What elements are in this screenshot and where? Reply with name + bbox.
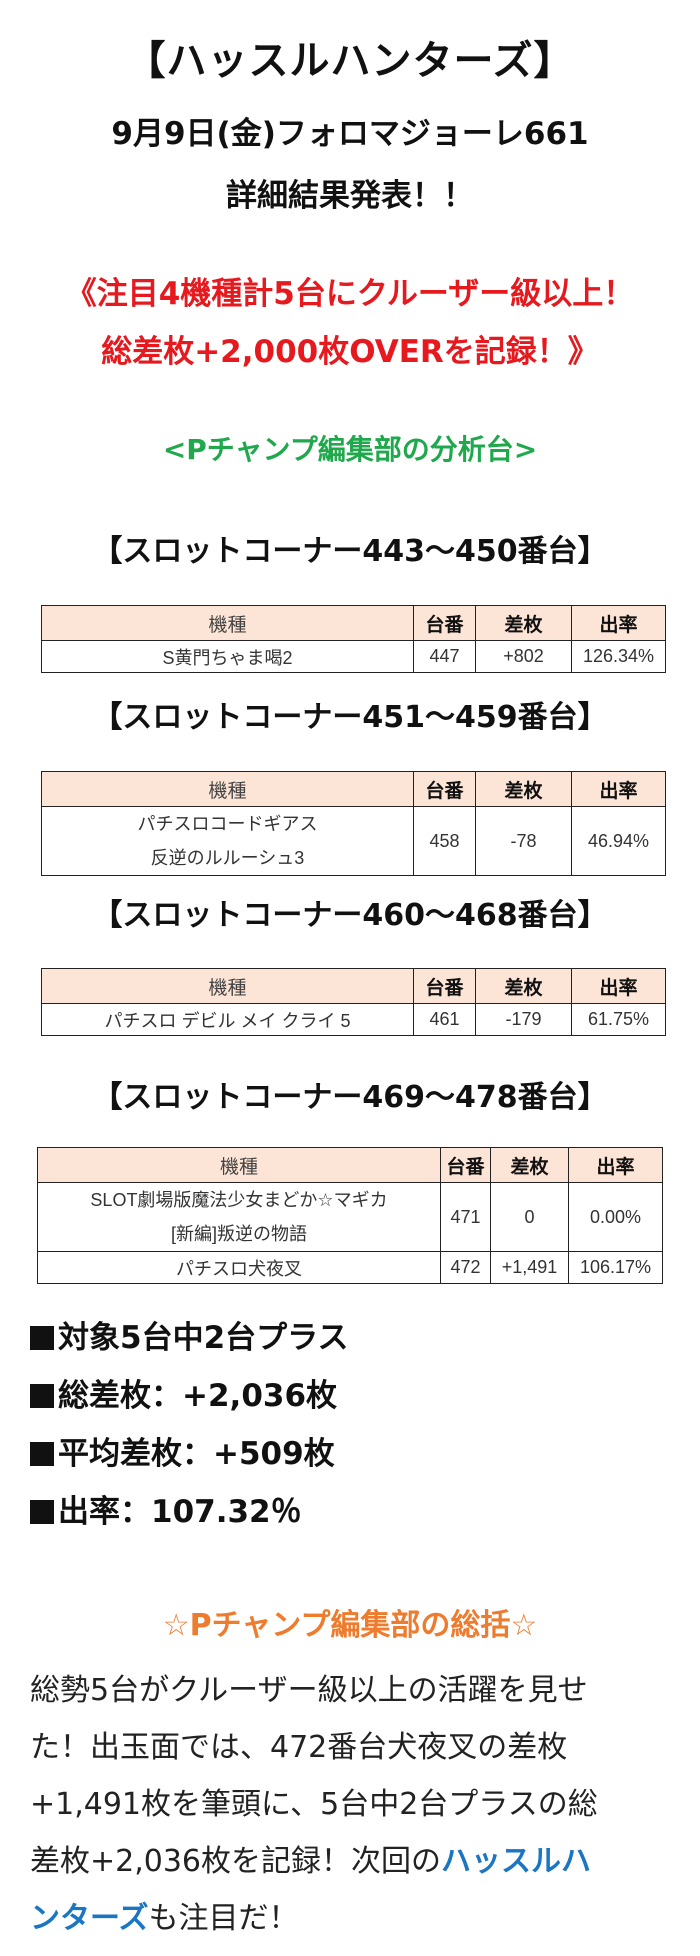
stat-text: 出率：107.32％ <box>58 1494 302 1530</box>
results-announcement: 詳細結果発表！！ <box>226 178 474 214</box>
rate-cell: 126.34% <box>571 640 666 673</box>
model-cell: パチスロ犬夜叉 <box>37 1251 441 1284</box>
stat-text: 平均差枚：+509枚 <box>58 1436 335 1472</box>
summary-line-1: 総勢5台がクルーザー級以上の活躍を見せ <box>30 1673 588 1708</box>
rate-cell: 61.75% <box>571 1003 666 1036</box>
model-name-line-1: パチスロコードギアス <box>137 814 318 834</box>
diff-cell: 0 <box>490 1182 569 1252</box>
summary-body: 総勢5台がクルーザー級以上の活躍を見せ た！出玉面では、472番台犬夜叉の差枚 … <box>30 1662 680 1947</box>
column-header-rate: 出率 <box>571 968 666 1004</box>
model-cell: パチスロコードギアス 反逆のルルーシュ3 <box>41 806 414 876</box>
summary-closing: も注目だ！ <box>148 1901 299 1936</box>
stat-average-diff: 平均差枚：+509枚 <box>30 1428 335 1473</box>
table-header-row: 機種 台番 差枚 出率 <box>41 771 666 807</box>
column-header-unit: 台番 <box>413 605 476 641</box>
summary-heading: ☆Pチャンプ編集部の総括☆ <box>162 1608 538 1643</box>
results-table-451-459: 機種 台番 差枚 出率 パチスロコードギアス 反逆のルルーシュ3 458 -78… <box>41 771 666 876</box>
table-header-row: 機種 台番 差枚 出率 <box>41 605 666 641</box>
column-header-model: 機種 <box>41 968 414 1004</box>
summary-line-3: +1,491枚を筆頭に、5台中2台プラスの総 <box>30 1787 598 1822</box>
highlight-line-1: 《注目4機種計5台にクルーザー級以上！ <box>65 276 635 312</box>
column-header-unit: 台番 <box>413 968 476 1004</box>
table-header-row: 機種 台番 差枚 出率 <box>41 968 666 1004</box>
column-header-unit: 台番 <box>413 771 476 807</box>
results-table-443-450: 機種 台番 差枚 出率 S黄門ちゃま喝2 447 +802 126.34% <box>41 605 666 673</box>
stat-total-diff: 総差枚：+2,036枚 <box>30 1370 337 1415</box>
unit-cell: 471 <box>440 1182 491 1252</box>
model-name-line-2: 反逆のルルーシュ3 <box>150 848 305 868</box>
column-header-model: 機種 <box>41 605 414 641</box>
column-header-diff: 差枚 <box>475 605 572 641</box>
stat-text: 対象5台中2台プラス <box>58 1320 349 1356</box>
table-row: パチスロ デビル メイ クライ 5 461 -179 61.75% <box>41 1003 666 1036</box>
rate-cell: 0.00% <box>568 1182 663 1252</box>
model-cell: SLOT劇場版魔法少女まどか☆マギカ [新編]叛逆の物語 <box>37 1182 441 1252</box>
summary-line-4-text: 差枚+2,036枚を記録！次回の <box>30 1844 442 1879</box>
results-table-469-478: 機種 台番 差枚 出率 SLOT劇場版魔法少女まどか☆マギカ [新編]叛逆の物語… <box>37 1147 663 1284</box>
column-header-rate: 出率 <box>571 771 666 807</box>
brand-name-part-2: ンターズ <box>30 1901 149 1936</box>
model-cell: S黄門ちゃま喝2 <box>41 640 414 673</box>
model-cell: パチスロ デビル メイ クライ 5 <box>41 1003 414 1036</box>
unit-cell: 447 <box>413 640 476 673</box>
highlight-line-2: 総差枚+2,000枚OVERを記録！》 <box>101 334 599 370</box>
model-name-line-1: SLOT劇場版魔法少女まどか☆マギカ <box>90 1190 388 1210</box>
diff-cell: -78 <box>475 806 572 876</box>
column-header-diff: 差枚 <box>475 771 572 807</box>
square-bullet-icon <box>30 1442 54 1466</box>
summary-line-2: た！出玉面では、472番台犬夜叉の差枚 <box>30 1730 568 1765</box>
column-header-model: 機種 <box>37 1147 441 1183</box>
diff-cell: -179 <box>475 1003 572 1036</box>
section-heading-443-450: 【スロットコーナー443～450番台】 <box>92 534 608 569</box>
unit-cell: 472 <box>440 1251 491 1284</box>
square-bullet-icon <box>30 1326 54 1350</box>
model-name-line-2: [新編]叛逆の物語 <box>170 1224 307 1244</box>
results-table-460-468: 機種 台番 差枚 出率 パチスロ デビル メイ クライ 5 461 -179 6… <box>41 968 666 1036</box>
diff-cell: +1,491 <box>490 1251 569 1284</box>
column-header-unit: 台番 <box>440 1147 491 1183</box>
stat-payout-rate: 出率：107.32％ <box>30 1486 302 1531</box>
stat-plus-count: 対象5台中2台プラス <box>30 1312 349 1357</box>
table-row: パチスロ犬夜叉 472 +1,491 106.17% <box>37 1251 663 1284</box>
section-heading-460-468: 【スロットコーナー460～468番台】 <box>92 898 608 933</box>
event-date-venue: 9月9日(金)フォロマジョーレ661 <box>111 116 589 152</box>
column-header-diff: 差枚 <box>490 1147 569 1183</box>
unit-cell: 461 <box>413 1003 476 1036</box>
rate-cell: 106.17% <box>568 1251 663 1284</box>
summary-line-4: 差枚+2,036枚を記録！次回のハッスルハ <box>30 1833 680 1890</box>
table-header-row: 機種 台番 差枚 出率 <box>37 1147 663 1183</box>
section-heading-451-459: 【スロットコーナー451～459番台】 <box>92 700 608 735</box>
diff-cell: +802 <box>475 640 572 673</box>
square-bullet-icon <box>30 1384 54 1408</box>
analysis-heading: <Pチャンプ編集部の分析台> <box>162 433 538 466</box>
unit-cell: 458 <box>413 806 476 876</box>
column-header-rate: 出率 <box>571 605 666 641</box>
column-header-model: 機種 <box>41 771 414 807</box>
column-header-diff: 差枚 <box>475 968 572 1004</box>
table-row: S黄門ちゃま喝2 447 +802 126.34% <box>41 640 666 673</box>
column-header-rate: 出率 <box>568 1147 663 1183</box>
section-heading-469-478: 【スロットコーナー469～478番台】 <box>92 1080 608 1115</box>
summary-line-5: ンターズも注目だ！ <box>30 1890 680 1947</box>
page-title: 【ハッスルハンターズ】 <box>125 38 575 84</box>
rate-cell: 46.94% <box>571 806 666 876</box>
table-row: SLOT劇場版魔法少女まどか☆マギカ [新編]叛逆の物語 471 0 0.00% <box>37 1182 663 1252</box>
square-bullet-icon <box>30 1500 54 1524</box>
brand-name-part-1: ハッスルハ <box>441 1844 592 1879</box>
table-row: パチスロコードギアス 反逆のルルーシュ3 458 -78 46.94% <box>41 806 666 876</box>
stat-text: 総差枚：+2,036枚 <box>58 1378 338 1414</box>
